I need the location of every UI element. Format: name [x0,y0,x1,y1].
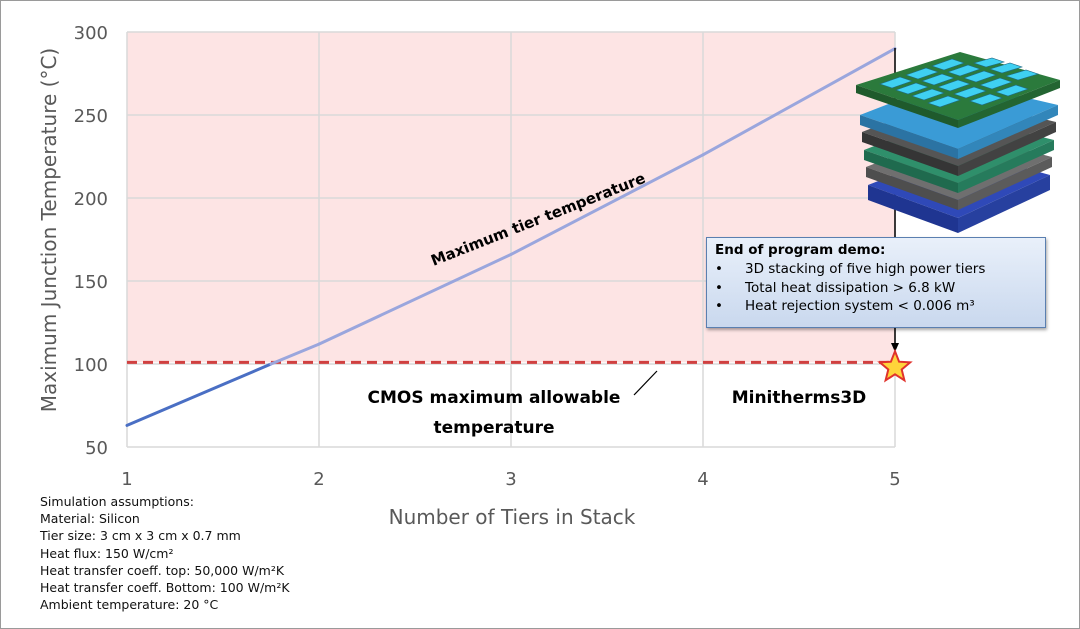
series-segment [125,362,273,427]
y-axis-label: Maximum Junction Temperature (°C) [37,48,61,412]
minitherms3d-star-marker [877,348,913,383]
grid-lines [126,31,896,448]
callout-bullet: • Heat rejection system < 0.006 m³ [715,298,975,314]
y-tick-label: 50 [85,438,108,459]
assumption-ambient: Ambient temperature: 20 °C [40,597,219,613]
y-tick-label: 100 [74,355,108,376]
assumption-heat-flux: Heat flux: 150 W/cm² [40,545,174,561]
y-tick-labels: 50 100 150 200 250 300 [74,23,108,459]
series-segment [269,342,321,366]
x-tick-label: 1 [121,469,132,490]
x-axis-label: Number of Tiers in Stack [389,505,636,529]
simulation-assumptions: Simulation assumptions: Material: Silico… [40,493,290,613]
program-demo-callout: End of program demo: • 3D stacking of fiv… [706,237,1046,328]
series-segment [317,252,513,346]
series-segment [509,153,705,256]
y-tick-label: 300 [74,23,108,44]
assumption-coeff-top: Heat transfer coeff. top: 50,000 W/m²K [40,562,285,578]
callout-bullet: • Total heat dissipation > 6.8 kW [715,279,956,296]
y-tick-label: 250 [74,106,108,127]
temperature-series [125,47,897,427]
marker-label: Minitherms3D [732,388,867,408]
y-tick-label: 200 [74,189,108,210]
limit-label-line2: temperature [433,418,554,438]
assumptions-title: Simulation assumptions: [40,494,194,509]
series-segment [701,47,897,157]
limit-label-line1: CMOS maximum allowable [368,388,621,408]
callout-arrow-head [891,343,899,352]
assumption-tier-size: Tier size: 3 cm x 3 cm x 0.7 mm [40,528,241,544]
limit-label-leader [633,370,658,396]
x-tick-label: 4 [697,469,708,490]
x-tick-label: 5 [889,469,900,490]
x-tick-labels: 1 2 3 4 5 [121,469,900,490]
callout-title: End of program demo: [715,242,886,258]
assumption-material: Material: Silicon [40,511,140,527]
y-tick-label: 150 [74,272,108,293]
chip-stack-image [856,52,1060,233]
assumption-coeff-bottom: Heat transfer coeff. Bottom: 100 W/m²K [40,580,290,596]
callout-bullet: • 3D stacking of five high power tiers [715,261,986,277]
x-tick-label: 2 [313,469,324,490]
x-tick-label: 3 [505,469,516,490]
